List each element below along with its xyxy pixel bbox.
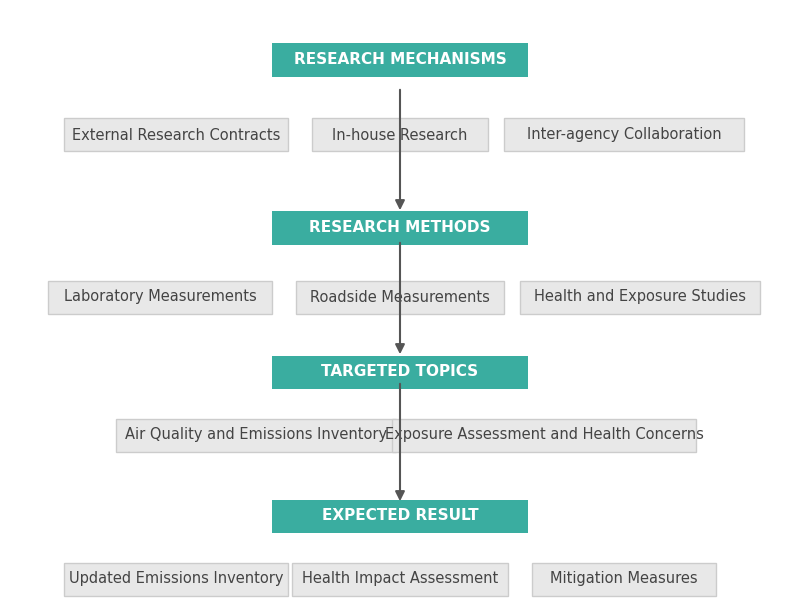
Text: RESEARCH MECHANISMS: RESEARCH MECHANISMS <box>294 52 506 67</box>
FancyBboxPatch shape <box>64 563 288 595</box>
FancyBboxPatch shape <box>312 118 488 151</box>
FancyBboxPatch shape <box>272 499 528 533</box>
FancyBboxPatch shape <box>392 419 696 451</box>
Text: Health Impact Assessment: Health Impact Assessment <box>302 571 498 587</box>
FancyBboxPatch shape <box>520 280 760 313</box>
FancyBboxPatch shape <box>272 355 528 389</box>
FancyBboxPatch shape <box>504 118 744 151</box>
Text: Health and Exposure Studies: Health and Exposure Studies <box>534 289 746 304</box>
Text: Inter-agency Collaboration: Inter-agency Collaboration <box>526 127 722 142</box>
Text: Laboratory Measurements: Laboratory Measurements <box>64 289 256 304</box>
Text: Exposure Assessment and Health Concerns: Exposure Assessment and Health Concerns <box>385 427 703 443</box>
Text: Air Quality and Emissions Inventory: Air Quality and Emissions Inventory <box>125 427 387 443</box>
FancyBboxPatch shape <box>272 43 528 76</box>
Text: RESEARCH METHODS: RESEARCH METHODS <box>310 220 490 235</box>
FancyBboxPatch shape <box>532 563 716 595</box>
Text: EXPECTED RESULT: EXPECTED RESULT <box>322 508 478 523</box>
FancyBboxPatch shape <box>48 280 272 313</box>
Text: External Research Contracts: External Research Contracts <box>72 127 280 142</box>
Text: Roadside Measurements: Roadside Measurements <box>310 289 490 304</box>
FancyBboxPatch shape <box>296 280 504 313</box>
Text: In-house Research: In-house Research <box>332 127 468 142</box>
FancyBboxPatch shape <box>64 118 288 151</box>
Text: Updated Emissions Inventory: Updated Emissions Inventory <box>69 571 283 587</box>
Text: Mitigation Measures: Mitigation Measures <box>550 571 698 587</box>
FancyBboxPatch shape <box>272 211 528 245</box>
FancyBboxPatch shape <box>116 419 396 451</box>
FancyBboxPatch shape <box>292 563 508 595</box>
Text: TARGETED TOPICS: TARGETED TOPICS <box>322 364 478 379</box>
